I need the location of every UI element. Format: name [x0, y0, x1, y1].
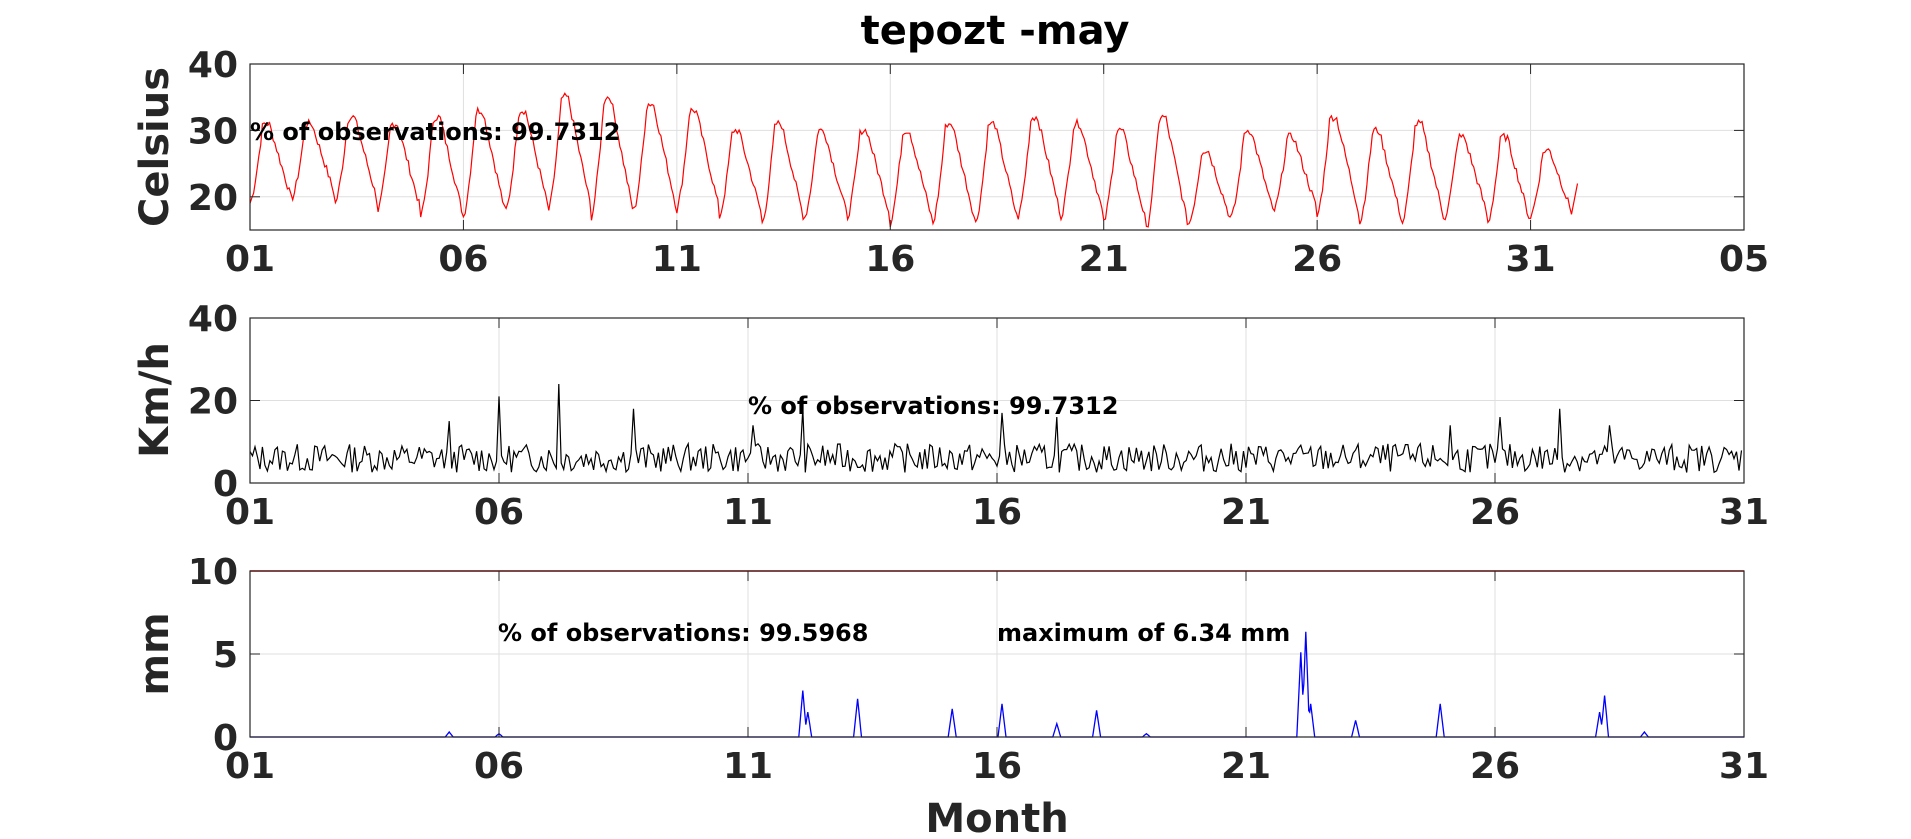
x-tick-label: 11	[723, 492, 773, 533]
x-tick-label: 01	[225, 239, 275, 280]
wind-observations-annotation: % of observations: 99.7312	[748, 392, 1118, 420]
precipitation-ylabel: mm	[132, 612, 178, 695]
x-tick-label: 26	[1292, 239, 1342, 280]
temperature-ylabel: Celsius	[132, 67, 178, 227]
x-tick-label: 31	[1506, 239, 1556, 280]
x-tick-label: 01	[225, 492, 275, 533]
x-tick-label: 26	[1470, 746, 1520, 787]
temperature-observations-annotation: % of observations: 99.7312	[250, 118, 620, 146]
y-tick-label: 20	[188, 178, 238, 219]
wind-ylabel: Km/h	[132, 342, 178, 458]
x-axis-label: Month	[925, 796, 1068, 839]
y-tick-label: 20	[188, 382, 238, 423]
x-tick-label: 31	[1719, 492, 1769, 533]
x-tick-label: 06	[438, 239, 488, 280]
y-tick-label: 0	[213, 718, 238, 759]
x-tick-label: 06	[474, 746, 524, 787]
x-tick-label: 16	[972, 492, 1022, 533]
precipitation-panel: 01 06 11 16 21 26 31 0 5 10 mm % of observations:…	[132, 552, 1769, 787]
wind-ticks: 01 06 11 16 21 26 31 0 20 40	[188, 299, 1769, 533]
y-tick-label: 40	[188, 299, 238, 340]
x-tick-label: 16	[865, 239, 915, 280]
x-tick-label: 21	[1221, 746, 1271, 787]
precipitation-ticks: 01 06 11 16 21 26 31 0 5 10	[188, 552, 1769, 787]
precipitation-maximum-annotation: maximum of 6.34 mm	[997, 619, 1290, 647]
x-tick-label: 21	[1221, 492, 1271, 533]
y-tick-label: 0	[213, 464, 238, 505]
precipitation-observations-annotation: % of observations: 99.5968	[498, 619, 868, 647]
y-tick-label: 10	[188, 552, 238, 593]
temperature-panel: 01 06 11 16 21 26 31 05 20 30 40 Celsius % of obse…	[132, 45, 1769, 280]
temperature-grid	[250, 64, 1744, 230]
y-tick-label: 5	[213, 635, 238, 676]
x-tick-label: 21	[1079, 239, 1129, 280]
x-tick-label: 31	[1719, 746, 1769, 787]
temperature-axes-box	[249, 63, 1745, 231]
temperature-series	[249, 92, 1579, 228]
x-tick-label: 11	[723, 746, 773, 787]
wind-series	[249, 383, 1743, 474]
wind-panel: 01 06 11 16 21 26 31 0 20 40 Km/h % of observatio…	[132, 299, 1769, 533]
x-tick-label: 05	[1719, 239, 1769, 280]
x-tick-label: 26	[1470, 492, 1520, 533]
figure-title: tepozt -may	[861, 8, 1130, 54]
x-tick-label: 11	[652, 239, 702, 280]
temperature-ticks: 01 06 11 16 21 26 31 05 20 30 40	[188, 45, 1769, 280]
y-tick-label: 30	[188, 111, 238, 152]
x-tick-label: 01	[225, 746, 275, 787]
x-tick-label: 16	[972, 746, 1022, 787]
x-tick-label: 06	[474, 492, 524, 533]
precipitation-grid	[250, 571, 1744, 737]
y-tick-label: 40	[188, 45, 238, 86]
